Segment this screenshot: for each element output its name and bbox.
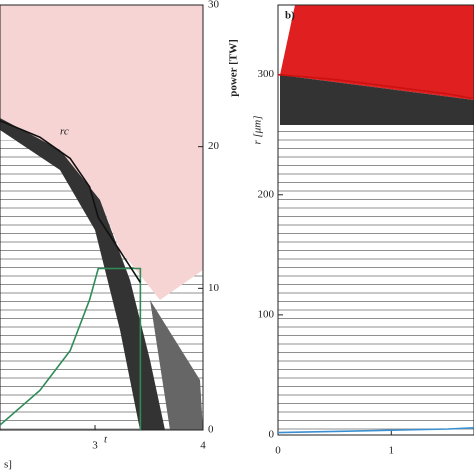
y-tick-label: 200 [258, 188, 275, 200]
series-line [277, 426, 474, 434]
y-tick-label: 300 [258, 68, 275, 80]
ray-field-left [0, 5, 203, 430]
x-tick-label: 1 [389, 445, 395, 457]
x-tick-label: 0 [275, 445, 281, 457]
y2-tick-label: 20 [208, 140, 220, 152]
panel-label: b) [285, 10, 295, 22]
frame-right [277, 4, 474, 436]
y-axis-label: r [μm] [252, 115, 264, 144]
x-tick-label: 3 [92, 440, 98, 452]
x-tick-label: 4 [200, 440, 206, 452]
series-line [277, 73, 474, 100]
y2-tick-label: 10 [208, 282, 220, 294]
y-tick-label: 0 [269, 429, 275, 441]
y-tick-label: 100 [258, 308, 275, 320]
series-line [0, 267, 142, 430]
annotation: t [104, 434, 108, 446]
x-axis-label: s] [4, 459, 12, 471]
annotation: rc [60, 126, 69, 138]
y2-tick-label: 0 [208, 424, 214, 436]
ray-field-right [278, 5, 474, 435]
series-line [0, 119, 142, 283]
y2-tick-label: 30 [208, 0, 220, 11]
frame-left [0, 4, 204, 431]
y2-axis-label: power [TW] [228, 39, 240, 97]
